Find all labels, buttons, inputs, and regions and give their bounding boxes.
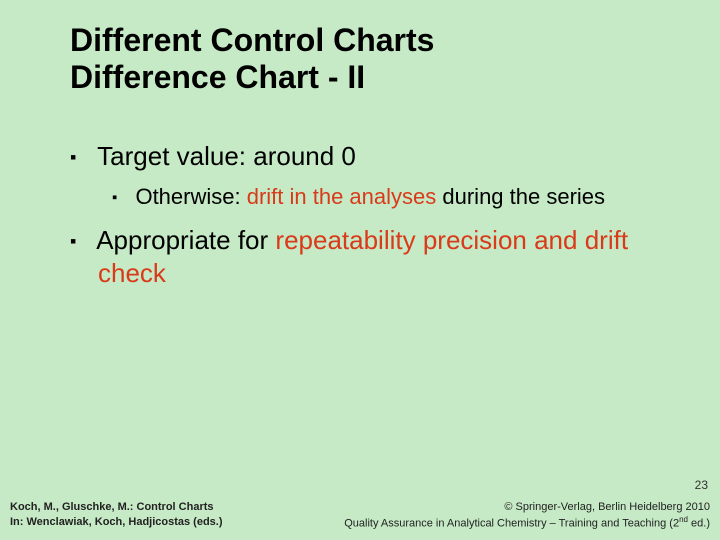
bullet-1-text: Target value: around 0 [97, 141, 356, 171]
bullet-2: Appropriate for repeatability precision … [70, 224, 660, 289]
slide: Different Control Charts Difference Char… [0, 0, 720, 540]
bullet-1-1-highlight: drift in the analyses [247, 184, 437, 209]
page-number: 23 [695, 478, 708, 492]
title-line-2: Difference Chart - II [70, 59, 434, 96]
footer-right-line1: © Springer-Verlag, Berlin Heidelberg 201… [344, 500, 710, 515]
footer: Koch, M., Gluschke, M.: Control Charts I… [0, 496, 720, 540]
bullet-2-pre: Appropriate for [96, 225, 275, 255]
footer-right-line2: Quality Assurance in Analytical Chemistr… [344, 515, 710, 532]
footer-left: Koch, M., Gluschke, M.: Control Charts I… [10, 500, 223, 530]
bullet-1-1: Otherwise: drift in the analyses during … [112, 183, 660, 211]
title-line-1: Different Control Charts [70, 22, 434, 58]
bullet-list: Target value: around 0 Otherwise: drift … [70, 140, 660, 299]
bullet-1: Target value: around 0 [70, 140, 660, 173]
bullet-1-1-pre: Otherwise: [135, 184, 246, 209]
footer-right: © Springer-Verlag, Berlin Heidelberg 201… [344, 500, 710, 531]
footer-left-line2: In: Wenclawiak, Koch, Hadjicostas (eds.) [10, 515, 223, 530]
slide-title: Different Control Charts Difference Char… [70, 22, 434, 96]
bullet-1-1-post: during the series [436, 184, 605, 209]
footer-left-line1: Koch, M., Gluschke, M.: Control Charts [10, 500, 223, 515]
